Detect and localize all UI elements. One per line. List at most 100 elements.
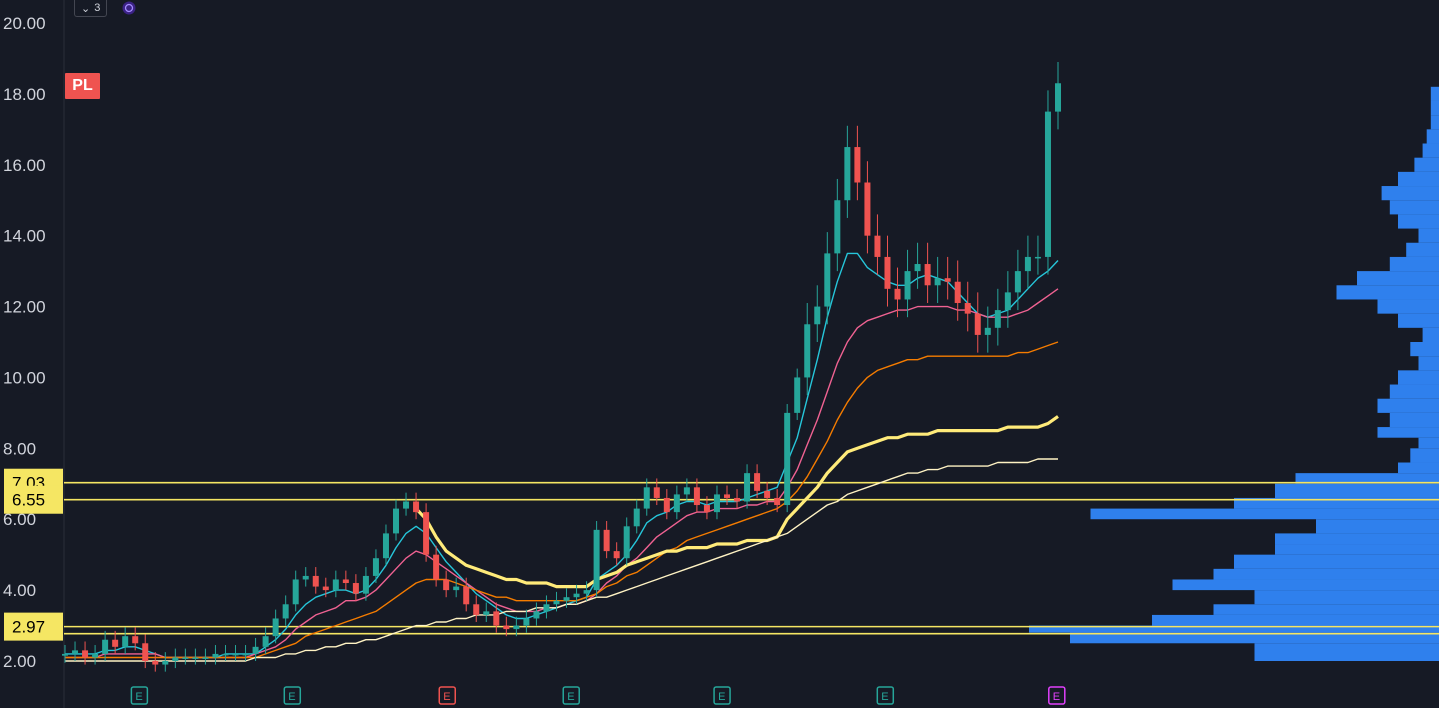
candle-body: [613, 551, 620, 559]
candle-body: [794, 377, 801, 413]
candle-body: [282, 604, 289, 619]
candle-body: [643, 487, 650, 509]
candle-body: [734, 497, 741, 502]
volume-profile-bar: [1398, 313, 1439, 328]
candle-body: [292, 579, 299, 605]
earnings-badge: [876, 686, 895, 705]
series-line-ma_long: [65, 458, 1058, 662]
volume-profile-bar: [1213, 604, 1439, 615]
volume-profile-bar: [1172, 579, 1439, 591]
volume-profile-bar: [1234, 497, 1439, 509]
y-tick-label: 10.00: [3, 368, 46, 387]
earnings-label: E: [718, 691, 725, 703]
y-tick-label: 4.00: [3, 581, 36, 600]
candle-body: [272, 618, 279, 637]
volume-profile-bar: [1398, 214, 1439, 229]
layout-count: 3: [94, 2, 101, 14]
volume-profile-bar: [1430, 86, 1439, 101]
candle-body: [834, 200, 841, 254]
volume-profile-bar: [1377, 398, 1439, 413]
volume-profile-bar: [1398, 462, 1439, 474]
candle-body: [332, 579, 339, 591]
earnings-label: E: [1053, 691, 1060, 703]
volume-profile-bar: [1422, 143, 1439, 158]
candle-body: [162, 661, 169, 665]
volume-profile-bar: [1430, 100, 1439, 116]
candle-body: [242, 653, 249, 656]
candle-body: [934, 278, 941, 286]
candle-body: [513, 625, 520, 630]
earnings-marker[interactable]: E: [713, 686, 731, 705]
earnings-label: E: [881, 691, 888, 703]
candle-body: [633, 508, 640, 527]
candle-body: [693, 487, 700, 506]
candle-body: [774, 497, 781, 506]
candle-body: [603, 529, 610, 552]
volume-profile-bar: [1377, 427, 1439, 438]
candle-body: [1044, 111, 1051, 257]
candle-body: [964, 303, 971, 314]
volume-profile-bar: [1295, 473, 1439, 484]
volume-profile-bar: [1336, 285, 1439, 300]
candle-body: [523, 618, 530, 626]
volume-profile-bar: [1377, 299, 1439, 314]
candle-body: [202, 657, 209, 659]
earnings-badge: [713, 686, 731, 705]
volume-profile-bar: [1254, 590, 1439, 605]
candle-body: [152, 661, 159, 665]
earnings-badge: [562, 686, 580, 705]
candle-body: [974, 313, 981, 335]
candle-body: [744, 473, 751, 502]
candle-body: [322, 586, 329, 591]
level-label-bg: [4, 612, 63, 641]
earnings-label: E: [567, 691, 574, 703]
series-line-ema_slow: [65, 341, 1059, 659]
candle-body: [1034, 256, 1041, 259]
y-tick-label: 18.00: [3, 85, 46, 104]
volume-profile-bar: [1418, 356, 1439, 371]
candle-body: [352, 583, 359, 594]
volume-profile-bar: [1418, 437, 1439, 449]
y-tick-label: 14.00: [3, 227, 46, 246]
level-label: 2.97: [12, 618, 45, 637]
candle-body: [212, 653, 219, 658]
earnings-marker[interactable]: E: [876, 686, 895, 705]
candle-body: [62, 653, 68, 656]
volume-profile-bar: [1389, 384, 1439, 399]
series-line-vwap: [414, 415, 1059, 589]
earnings-badge: [1048, 686, 1066, 705]
candle-body: [984, 327, 991, 335]
candle-body: [413, 501, 420, 513]
earnings-marker[interactable]: E: [1048, 686, 1066, 705]
candle-body: [593, 529, 600, 591]
volume-profile-bar: [1426, 129, 1439, 144]
candle-body: [483, 611, 490, 615]
earnings-marker[interactable]: E: [130, 686, 149, 705]
candle-body: [573, 593, 580, 598]
layout-count-control[interactable]: ⌄ 3: [74, 0, 108, 17]
volume-profile-bar: [1275, 533, 1439, 545]
candle-body: [1055, 83, 1061, 112]
sync-icon[interactable]: [122, 1, 136, 15]
candle-body: [673, 494, 680, 513]
earnings-marker[interactable]: E: [283, 686, 302, 705]
candle-body: [192, 657, 199, 659]
candle-body: [724, 494, 730, 498]
candle-body: [142, 643, 149, 661]
candle-body: [382, 533, 389, 559]
level-label-bg: [4, 485, 63, 514]
earnings-marker[interactable]: E: [438, 686, 457, 705]
candle-body: [944, 278, 951, 282]
candle-body: [543, 604, 550, 612]
volume-profile-bar: [1430, 115, 1439, 130]
candle-body: [393, 508, 399, 534]
candle-body: [994, 310, 1001, 328]
volume-profile-bar: [1398, 370, 1439, 385]
candle-body: [663, 497, 670, 513]
volume-profile-bar: [1357, 271, 1439, 286]
candle-body: [824, 253, 831, 307]
volume-profile-bar: [1275, 544, 1439, 555]
earnings-marker[interactable]: E: [562, 686, 580, 705]
candle-body: [874, 235, 881, 257]
